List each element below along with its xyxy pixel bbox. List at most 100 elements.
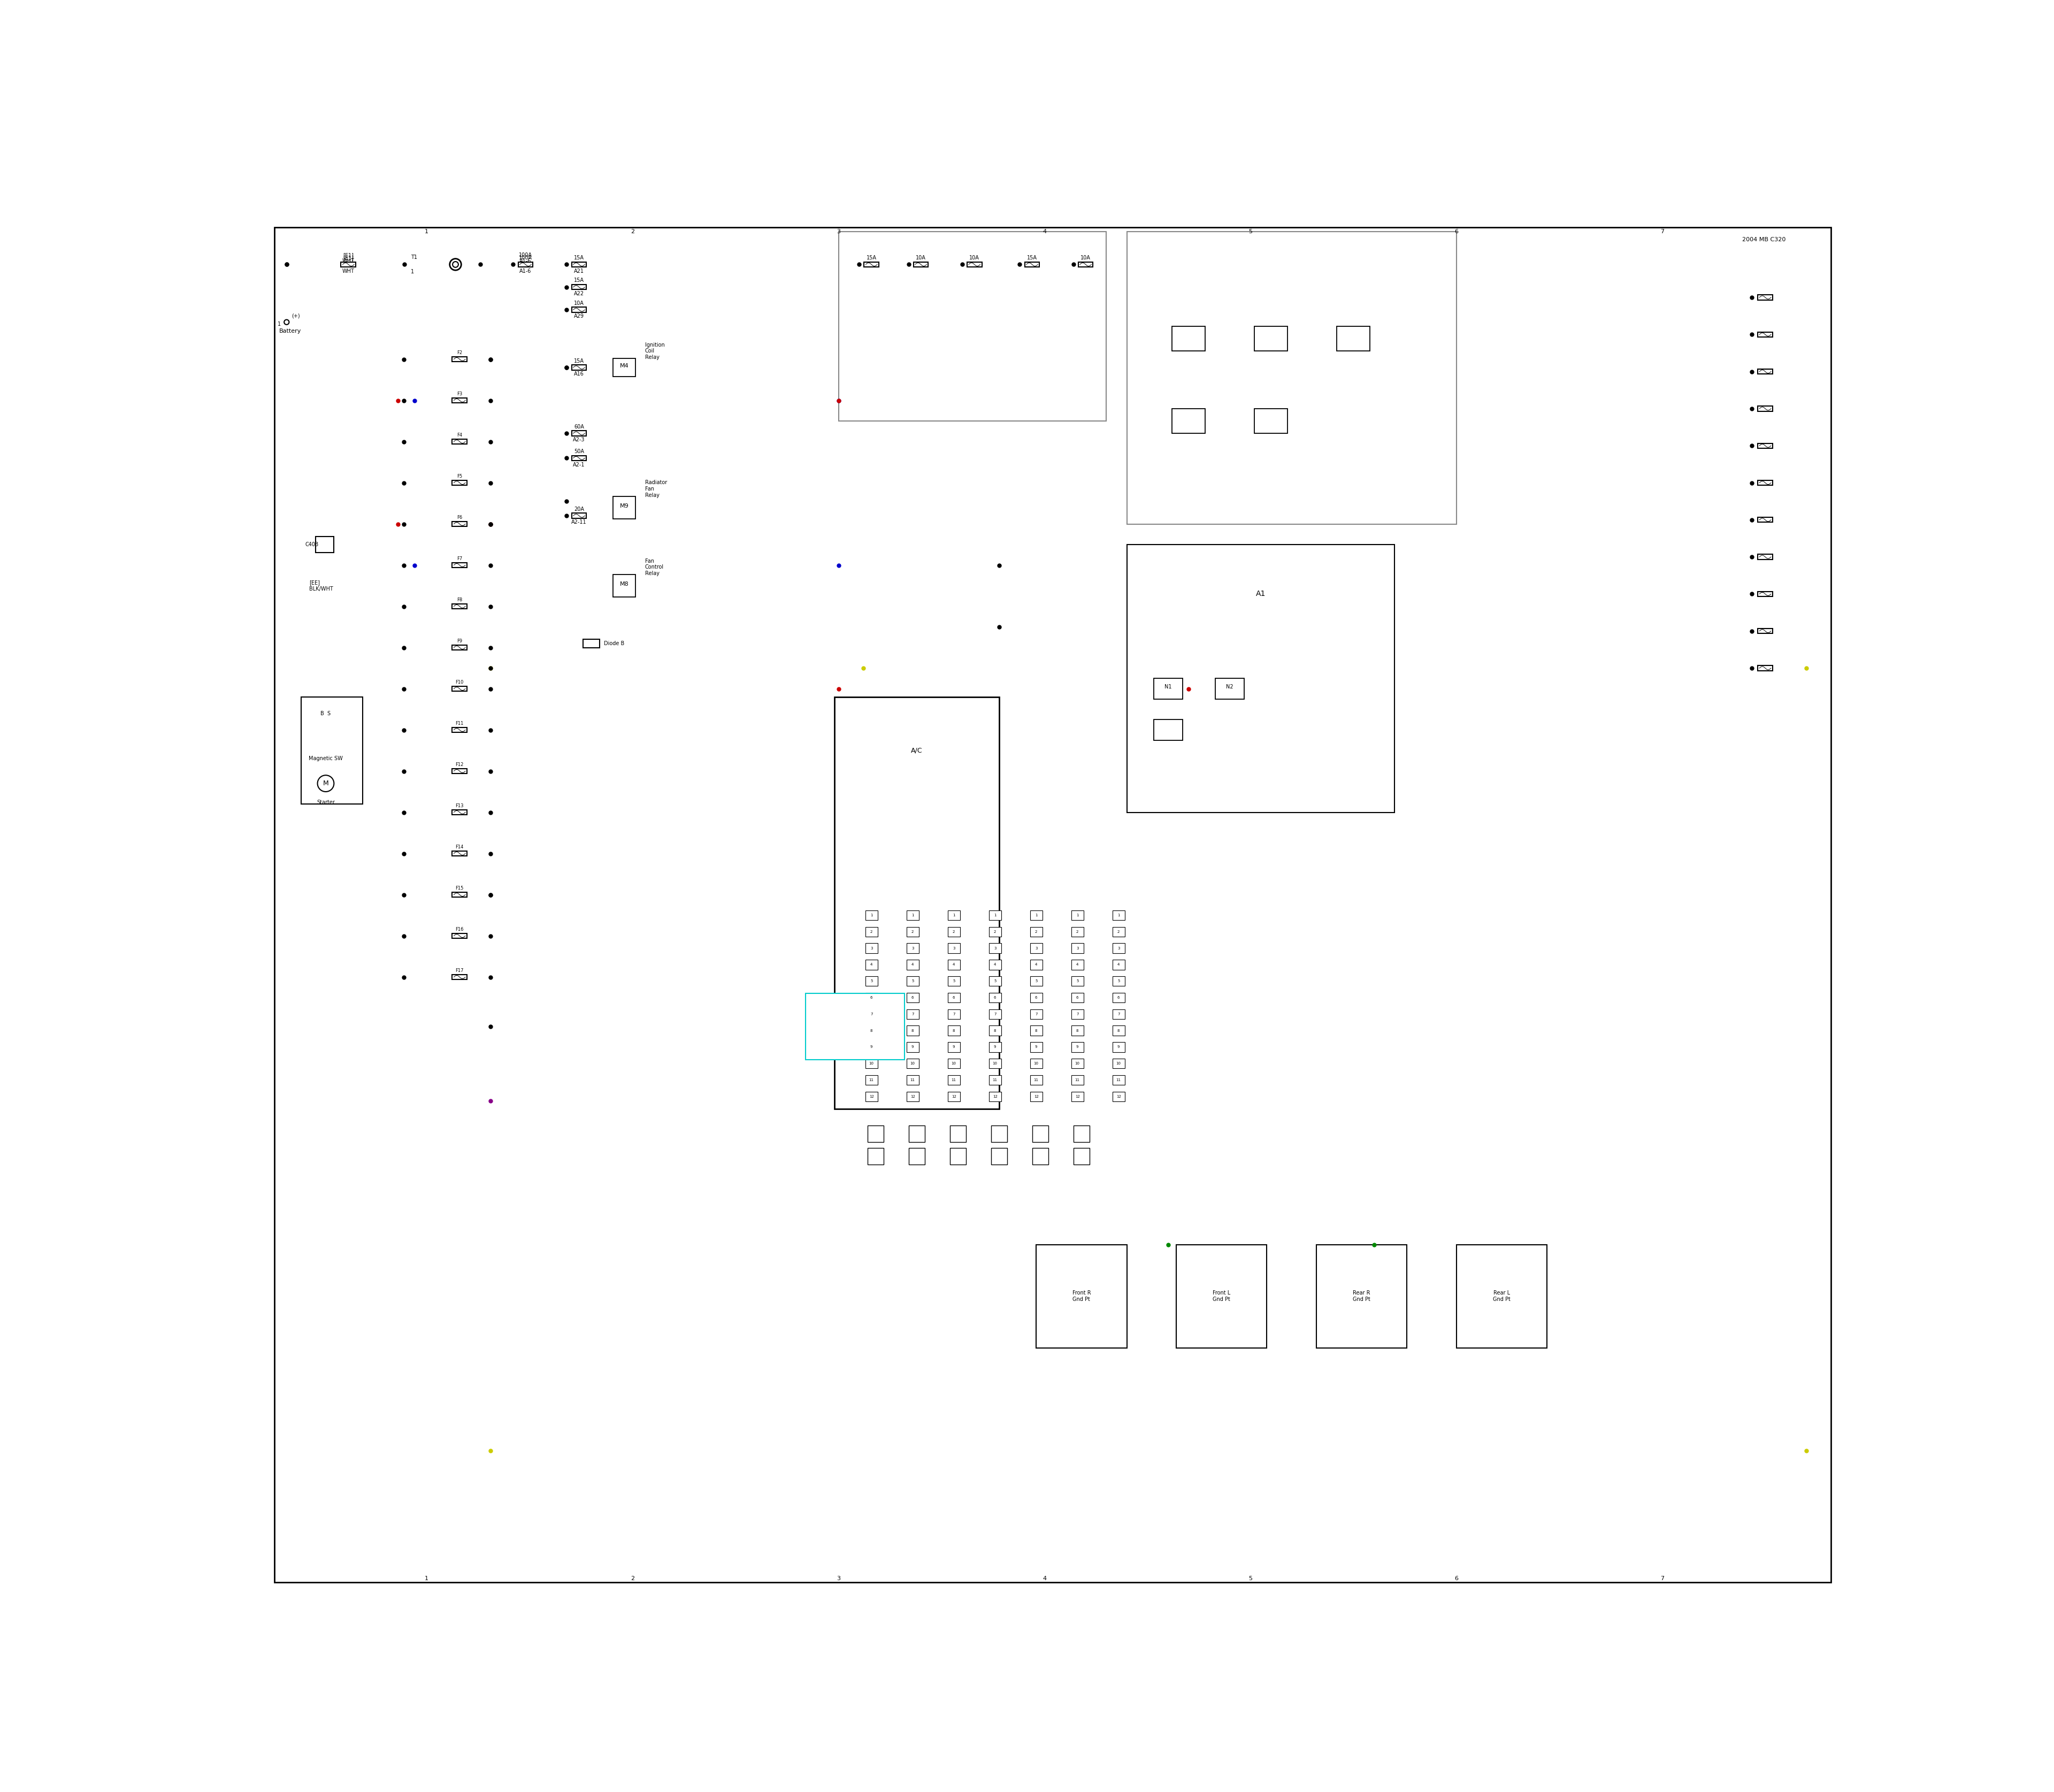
Bar (571, 513, 587, 518)
Bar (1758, 665, 1773, 670)
Bar (865, 993, 877, 1002)
Text: 12: 12 (1074, 1095, 1080, 1098)
Text: 1: 1 (1117, 914, 1119, 918)
Text: 6: 6 (871, 996, 873, 1000)
Bar (452, 563, 466, 568)
Text: 12: 12 (1033, 1095, 1039, 1098)
Text: 6: 6 (1117, 996, 1119, 1000)
Text: 15A: 15A (867, 254, 877, 260)
Text: 4: 4 (953, 962, 955, 966)
Bar (1029, 926, 1041, 937)
Text: 1: 1 (277, 321, 281, 326)
Bar (1029, 1091, 1041, 1102)
Bar (906, 1059, 918, 1068)
Text: Magnetic SW: Magnetic SW (308, 756, 343, 762)
Text: 10: 10 (951, 1063, 957, 1064)
Bar (988, 1043, 1000, 1052)
Bar (452, 975, 466, 980)
Text: 100A: 100A (520, 254, 532, 260)
Text: 4: 4 (1035, 962, 1037, 966)
Bar (1758, 296, 1773, 299)
Text: 9: 9 (1035, 1045, 1037, 1048)
Text: 15A: 15A (573, 358, 583, 364)
Text: 3: 3 (1117, 946, 1119, 950)
Text: A16: A16 (573, 371, 583, 376)
Bar (1072, 943, 1085, 953)
Text: 12: 12 (910, 1095, 914, 1098)
Text: F16: F16 (456, 926, 464, 932)
Bar (1072, 1009, 1085, 1020)
Text: A2-11: A2-11 (571, 520, 587, 525)
Bar (838, 231, 1107, 421)
Bar (1337, 326, 1370, 351)
Bar (1255, 326, 1288, 351)
Text: Front R
Gnd Pt: Front R Gnd Pt (1072, 1290, 1091, 1303)
Bar (865, 262, 879, 267)
Text: 7: 7 (871, 1012, 873, 1016)
Bar (988, 1009, 1000, 1020)
Text: [E1]: [E1] (343, 253, 353, 258)
Bar (906, 926, 918, 937)
Bar (865, 1091, 877, 1102)
Bar (1113, 1043, 1126, 1052)
Bar (452, 604, 466, 609)
Bar (947, 1043, 959, 1052)
Bar (1029, 1059, 1041, 1068)
Bar (1029, 1043, 1041, 1052)
Bar (1758, 407, 1773, 410)
Bar (1029, 1009, 1041, 1020)
Bar (1758, 518, 1773, 521)
Bar (341, 262, 355, 267)
Text: 10: 10 (1115, 1063, 1121, 1064)
Text: 4: 4 (994, 962, 996, 966)
Text: A1: A1 (1255, 590, 1265, 599)
Text: 8: 8 (1035, 1029, 1037, 1032)
Bar (571, 262, 587, 267)
Bar (571, 455, 587, 461)
Bar (988, 943, 1000, 953)
Text: 1: 1 (1076, 914, 1078, 918)
Bar (947, 1009, 959, 1020)
Text: 10: 10 (1074, 1063, 1080, 1064)
Bar (947, 977, 959, 986)
Text: 9: 9 (1117, 1045, 1119, 1048)
Bar (1758, 369, 1773, 375)
Bar (906, 977, 918, 986)
Text: 5: 5 (912, 980, 914, 982)
Bar (865, 1009, 877, 1020)
Text: 1: 1 (425, 1575, 429, 1581)
Bar (1072, 926, 1085, 937)
Text: 5: 5 (953, 980, 955, 982)
Bar (1154, 679, 1183, 699)
Text: 1: 1 (953, 914, 955, 918)
Text: 9: 9 (912, 1045, 914, 1048)
Text: F9: F9 (456, 638, 462, 643)
Bar (865, 1075, 877, 1084)
Bar (1029, 961, 1041, 969)
Text: A1-6: A1-6 (520, 258, 532, 263)
Text: F4: F4 (456, 432, 462, 437)
Bar (947, 910, 959, 921)
Bar (947, 961, 959, 969)
Text: 6: 6 (994, 996, 996, 1000)
Text: (+): (+) (292, 314, 300, 319)
Text: 8: 8 (1117, 1029, 1119, 1032)
Bar (1113, 1025, 1126, 1036)
Bar (947, 993, 959, 1002)
Bar (1113, 1091, 1126, 1102)
Bar (1113, 1075, 1126, 1084)
Bar (988, 1025, 1000, 1036)
Bar (906, 961, 918, 969)
Bar (1025, 262, 1039, 267)
Bar (1154, 720, 1183, 740)
Text: 2: 2 (1076, 930, 1078, 934)
Bar (1113, 1059, 1126, 1068)
Text: 2: 2 (631, 1575, 635, 1581)
Text: WHT: WHT (343, 269, 355, 274)
Text: 3: 3 (871, 946, 873, 950)
Text: Rear R
Gnd Pt: Rear R Gnd Pt (1354, 1290, 1370, 1303)
Bar (1031, 1125, 1048, 1142)
Text: 100A: 100A (520, 253, 532, 258)
Text: M9: M9 (620, 504, 629, 509)
Text: Ignition
Coil
Relay: Ignition Coil Relay (645, 342, 665, 360)
